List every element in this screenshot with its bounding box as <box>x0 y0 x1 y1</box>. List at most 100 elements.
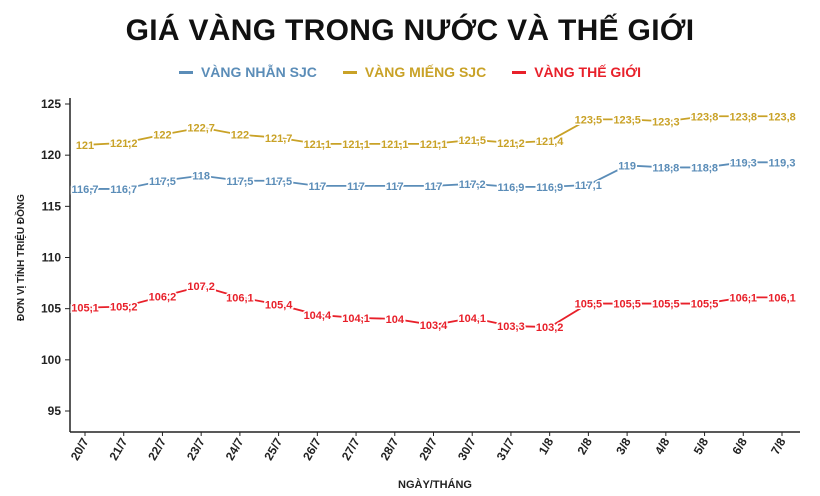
y-tick-label: 115 <box>42 199 62 213</box>
x-tick-label: 30/7 <box>455 435 479 463</box>
data-point-the-gioi <box>741 295 746 300</box>
data-point-the-gioi <box>237 295 242 300</box>
data-point-the-gioi <box>354 315 359 320</box>
x-tick-label: 27/7 <box>339 435 363 463</box>
data-point-nhan-sjc <box>83 186 87 191</box>
y-tick-label: 120 <box>41 148 61 162</box>
legend: VÀNG NHẪN SJC VÀNG MIẾNG SJC VÀNG THẾ GI… <box>0 64 820 80</box>
data-point-mieng-sjc <box>741 114 746 119</box>
data-label-mieng-sjc: 121,2 <box>110 138 138 150</box>
data-point-the-gioi <box>663 301 668 306</box>
legend-label: VÀNG NHẪN SJC <box>200 64 317 80</box>
x-tick-label: 2/8 <box>575 435 596 457</box>
data-point-the-gioi <box>315 312 320 317</box>
data-label-mieng-sjc: 122,7 <box>187 123 215 135</box>
data-label-nhan-sjc: 116,9 <box>536 182 563 194</box>
x-tick-label: 25/7 <box>261 435 285 463</box>
data-point-nhan-sjc <box>276 178 281 183</box>
data-label-the-gioi: 104,1 <box>342 313 370 325</box>
chart-title: GIÁ VÀNG TRONG NƯỚC VÀ THẾ GIỚI <box>125 14 695 47</box>
data-point-the-gioi <box>780 295 784 300</box>
data-point-the-gioi <box>625 301 630 306</box>
data-label-the-gioi: 104,4 <box>304 310 332 322</box>
data-label-mieng-sjc: 123,3 <box>652 116 680 128</box>
x-tick-label: 6/8 <box>729 435 750 457</box>
legend-label: VÀNG THẾ GIỚI <box>534 64 642 80</box>
data-label-the-gioi: 104 <box>386 314 405 326</box>
data-label-nhan-sjc: 117,1 <box>575 180 602 192</box>
legend-item-vang-the-gioi: VÀNG THẾ GIỚI <box>512 64 641 80</box>
y-tick-label: 125 <box>41 97 61 111</box>
data-point-the-gioi <box>276 302 281 307</box>
data-point-nhan-sjc <box>121 186 126 191</box>
y-tick-label: 100 <box>41 353 61 367</box>
data-label-the-gioi: 104,1 <box>458 313 486 325</box>
y-axis-title: ĐƠN VỊ TÍNH TRIỆU ĐỒNG <box>14 194 27 321</box>
data-label-the-gioi: 106,1 <box>226 292 254 304</box>
data-label-nhan-sjc: 117,5 <box>226 176 253 188</box>
data-label-nhan-sjc: 117 <box>386 181 404 193</box>
legend-swatch <box>512 70 527 74</box>
data-point-mieng-sjc <box>160 132 165 137</box>
data-label-nhan-sjc: 116,7 <box>72 184 99 196</box>
data-label-the-gioi: 105,5 <box>652 299 680 311</box>
data-point-mieng-sjc <box>586 117 591 122</box>
data-label-mieng-sjc: 123,8 <box>768 111 796 123</box>
data-point-nhan-sjc <box>431 183 436 188</box>
data-point-mieng-sjc <box>431 141 436 146</box>
data-label-the-gioi: 106,2 <box>149 291 177 303</box>
data-label-nhan-sjc: 117,2 <box>459 179 486 191</box>
data-label-nhan-sjc: 117,5 <box>149 176 176 188</box>
data-point-nhan-sjc <box>392 183 397 188</box>
data-point-mieng-sjc <box>702 114 707 119</box>
legend-swatch <box>342 70 357 74</box>
data-label-the-gioi: 105,5 <box>613 299 641 311</box>
data-point-nhan-sjc <box>547 184 552 189</box>
data-label-the-gioi: 103,4 <box>420 320 448 332</box>
data-label-mieng-sjc: 123,5 <box>575 114 603 126</box>
data-point-mieng-sjc <box>663 119 668 124</box>
x-tick-label: 7/8 <box>768 435 789 457</box>
data-label-the-gioi: 105,1 <box>71 303 99 315</box>
data-point-the-gioi <box>392 316 397 321</box>
data-point-mieng-sjc <box>354 141 359 146</box>
data-label-the-gioi: 105,4 <box>265 300 293 312</box>
legend-swatch <box>178 70 193 74</box>
data-point-nhan-sjc <box>625 163 630 168</box>
data-label-nhan-sjc: 119,3 <box>769 157 796 169</box>
data-label-nhan-sjc: 118,8 <box>691 162 718 174</box>
data-point-the-gioi <box>121 304 126 309</box>
data-label-nhan-sjc: 117 <box>425 181 443 193</box>
x-tick-label: 20/7 <box>68 435 92 463</box>
legend-item-vang-mieng-sjc: VÀNG MIẾNG SJC <box>342 64 486 80</box>
data-point-nhan-sjc <box>237 178 242 183</box>
x-tick-label: 31/7 <box>494 435 518 463</box>
data-label-the-gioi: 103,3 <box>497 321 525 333</box>
data-point-the-gioi <box>547 325 552 330</box>
x-tick-label: 21/7 <box>107 435 131 463</box>
data-label-the-gioi: 106,1 <box>730 292 758 304</box>
data-label-mieng-sjc: 121,5 <box>458 135 486 147</box>
data-label-the-gioi: 107,2 <box>187 281 215 293</box>
data-point-mieng-sjc <box>508 140 513 145</box>
data-point-the-gioi <box>83 305 87 310</box>
x-tick-label: 4/8 <box>652 435 673 457</box>
data-label-mieng-sjc: 121,1 <box>420 139 448 151</box>
data-point-nhan-sjc <box>199 173 204 178</box>
data-point-nhan-sjc <box>780 160 784 165</box>
data-point-nhan-sjc <box>508 184 513 189</box>
x-axis-title: NGÀY/THÁNG <box>398 478 472 491</box>
data-point-mieng-sjc <box>470 137 475 142</box>
data-label-mieng-sjc: 121,4 <box>536 136 564 148</box>
data-point-mieng-sjc <box>315 141 320 146</box>
data-label-mieng-sjc: 121,1 <box>304 139 332 151</box>
x-tick-label: 29/7 <box>416 435 440 463</box>
data-point-mieng-sjc <box>199 125 204 130</box>
data-label-nhan-sjc: 117 <box>308 181 326 193</box>
data-point-the-gioi <box>199 284 204 289</box>
data-label-nhan-sjc: 117,5 <box>265 176 292 188</box>
data-label-the-gioi: 105,2 <box>110 302 138 314</box>
data-label-the-gioi: 105,5 <box>575 299 603 311</box>
x-tick-label: 28/7 <box>378 435 402 463</box>
data-label-mieng-sjc: 123,8 <box>730 111 758 123</box>
